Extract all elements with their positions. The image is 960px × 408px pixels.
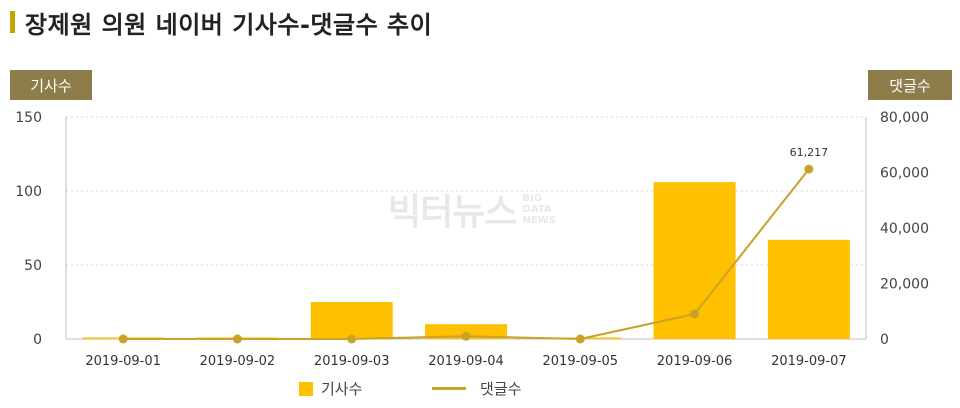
bar: [310, 302, 393, 339]
watermark-main: 빅터뉴스: [388, 192, 517, 233]
x-tick-label: 2019-09-01: [85, 354, 161, 369]
legend-item-line: 댓글수: [432, 378, 521, 399]
title-accent-bar: [10, 11, 15, 33]
line-point: [461, 331, 471, 341]
data-label: 61,217: [790, 146, 829, 159]
y-left-tick-label: 50: [24, 258, 42, 274]
legend-label-line: 댓글수: [480, 380, 522, 398]
bar: [767, 239, 850, 339]
line-point: [232, 334, 242, 344]
line-point: [690, 309, 700, 319]
right-axis-tag: 댓글수: [868, 70, 952, 100]
x-tick-label: 2019-09-06: [657, 354, 733, 369]
bar: [425, 324, 507, 339]
legend: 기사수 댓글수: [0, 378, 960, 402]
line-point: [575, 334, 585, 344]
x-tick-label: 2019-09-03: [314, 354, 390, 369]
legend-label-bar: 기사수: [321, 380, 363, 398]
watermark-sub-line: NEWS: [522, 214, 556, 226]
y-right-tick-label: 60,000: [880, 166, 929, 182]
legend-item-bar: 기사수: [299, 378, 362, 399]
y-right-tick-label: 20,000: [880, 277, 929, 293]
y-right-tick-label: 40,000: [880, 221, 929, 237]
y-left-tick-label: 150: [15, 110, 42, 126]
chart-title: 장제원 의원 네이버 기사수-댓글수 추이: [25, 10, 433, 39]
line-point: [804, 164, 814, 174]
line-point: [118, 334, 128, 344]
y-left-tick-label: 0: [33, 332, 42, 348]
legend-swatch-line: [432, 387, 466, 390]
left-axis-tag: 기사수: [10, 70, 92, 100]
watermark-sub-line: DATA: [522, 203, 552, 215]
watermark: 빅터뉴스 BIG DATA NEWS: [388, 183, 556, 235]
y-right-tick-label: 80,000: [880, 110, 929, 126]
x-tick-label: 2019-09-04: [428, 354, 504, 369]
x-tick-label: 2019-09-02: [200, 354, 276, 369]
y-left-tick-label: 100: [15, 184, 42, 200]
x-tick-label: 2019-09-05: [543, 354, 619, 369]
y-right-tick-label: 0: [880, 332, 889, 348]
x-tick-label: 2019-09-07: [771, 354, 847, 369]
watermark-sub: BIG DATA NEWS: [522, 193, 555, 226]
title-area: 장제원 의원 네이버 기사수-댓글수 추이: [10, 6, 433, 39]
watermark-sub-line: BIG: [522, 192, 543, 204]
legend-swatch-bar: [299, 381, 313, 396]
line-point: [347, 334, 357, 344]
